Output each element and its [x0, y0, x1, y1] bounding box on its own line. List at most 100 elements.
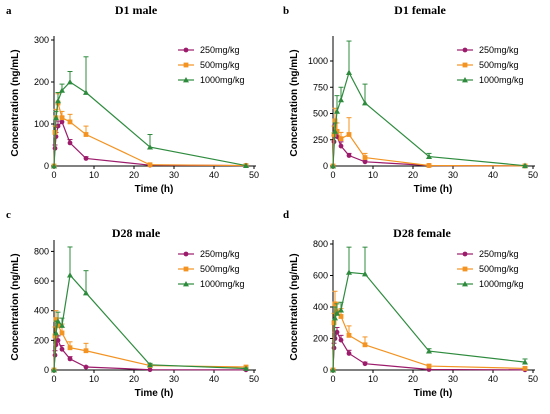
- x-tick-label: 0: [330, 374, 335, 384]
- y-tick-label: 200: [34, 77, 49, 87]
- legend-label: 500mg/kg: [200, 264, 240, 274]
- x-tick-label: 10: [368, 374, 378, 384]
- data-point: [59, 346, 65, 352]
- y-axis-label: Concentration (ng/mL): [10, 253, 21, 360]
- data-point: [338, 337, 344, 343]
- legend-marker: [183, 77, 189, 83]
- y-axis-label: Concentration (ng/mL): [289, 49, 300, 156]
- data-point: [59, 119, 65, 125]
- panel-title: D1 female: [394, 3, 446, 17]
- data-point: [338, 96, 344, 103]
- data-point: [83, 156, 89, 161]
- y-tick-label: 800: [34, 246, 49, 256]
- x-tick-label: 0: [51, 374, 56, 384]
- legend-marker: [183, 281, 189, 287]
- data-point: [362, 342, 368, 348]
- data-point: [52, 333, 58, 339]
- data-point: [59, 330, 65, 336]
- data-point: [51, 163, 57, 169]
- data-point: [67, 272, 73, 278]
- legend-marker: [183, 266, 189, 272]
- series-250mgkg: [330, 123, 528, 169]
- data-point: [331, 320, 337, 326]
- y-tick-label: 0: [44, 161, 49, 171]
- data-point: [362, 361, 368, 367]
- y-tick-label: 500: [313, 109, 328, 119]
- panel-title: D28 female: [393, 226, 451, 240]
- series-line: [53, 273, 247, 371]
- x-tick-label: 20: [129, 374, 139, 384]
- data-point: [362, 270, 368, 277]
- data-point: [426, 153, 432, 159]
- data-point: [147, 361, 153, 368]
- y-axis-label: Concentration (ng/mL): [289, 253, 300, 360]
- legend-marker: [183, 251, 189, 257]
- data-point: [67, 79, 73, 85]
- y-tick-label: 200: [313, 334, 328, 344]
- series-line: [332, 70, 526, 167]
- data-point: [334, 108, 340, 114]
- x-tick-label: 10: [89, 170, 99, 180]
- y-axis-label: Concentration (ng/mL): [10, 49, 21, 156]
- data-point: [83, 132, 89, 137]
- data-point: [346, 332, 352, 338]
- x-tick-label: 30: [448, 374, 458, 384]
- data-point: [362, 155, 368, 160]
- legend-marker: [183, 62, 189, 68]
- legend-label: 1000mg/kg: [479, 75, 524, 85]
- data-point: [59, 322, 65, 328]
- x-tick-label: 20: [408, 374, 418, 384]
- data-point: [147, 144, 153, 150]
- y-tick-label: 0: [44, 365, 49, 375]
- chart-panel-b: b D1 female 0 250 500 750 1000 0 10 20 30 40 50 Time …: [283, 3, 538, 195]
- data-point: [426, 363, 432, 369]
- data-point: [55, 97, 61, 104]
- legend-label: 1000mg/kg: [479, 279, 524, 289]
- x-tick-label: 50: [528, 170, 538, 180]
- x-axis-label: Time (h): [414, 388, 453, 399]
- x-tick-label: 40: [488, 374, 498, 384]
- data-point: [83, 348, 89, 354]
- y-tick-label: 0: [323, 161, 328, 171]
- legend-entry: 1000mg/kg: [457, 75, 524, 85]
- data-point: [338, 143, 344, 149]
- data-point: [426, 163, 432, 168]
- legend-marker: [183, 47, 189, 53]
- legend-entry: 250mg/kg: [457, 249, 519, 259]
- data-point: [330, 163, 336, 169]
- data-point: [83, 364, 89, 370]
- data-point: [338, 307, 344, 313]
- data-point: [55, 337, 61, 343]
- y-tick-label: 300: [34, 35, 49, 45]
- legend-marker: [462, 266, 468, 272]
- y-tick-label: 0: [323, 365, 328, 375]
- y-tick-label: 100: [34, 119, 49, 129]
- legend-label: 250mg/kg: [200, 45, 240, 55]
- series-line: [332, 120, 526, 167]
- legend-label: 250mg/kg: [479, 45, 519, 55]
- data-point: [522, 366, 528, 371]
- legend-marker: [462, 251, 468, 257]
- data-point: [59, 115, 65, 121]
- data-point: [332, 118, 338, 124]
- x-tick-label: 30: [448, 170, 458, 180]
- data-point: [330, 367, 336, 373]
- panel-letter: c: [6, 209, 11, 221]
- x-tick-label: 50: [528, 374, 538, 384]
- y-tick-label: 400: [34, 306, 49, 316]
- legend-entry: 1000mg/kg: [178, 279, 245, 289]
- y-tick-label: 200: [34, 335, 49, 345]
- data-point: [243, 162, 249, 168]
- data-point: [67, 119, 73, 125]
- panel-letter: b: [283, 5, 289, 17]
- x-tick-label: 0: [330, 170, 335, 180]
- data-point: [53, 317, 59, 322]
- legend-entry: 1000mg/kg: [457, 279, 524, 289]
- data-point: [362, 159, 368, 165]
- panel-title: D1 male: [115, 3, 158, 17]
- data-point: [522, 359, 528, 365]
- data-point: [55, 123, 61, 129]
- data-point: [346, 269, 352, 275]
